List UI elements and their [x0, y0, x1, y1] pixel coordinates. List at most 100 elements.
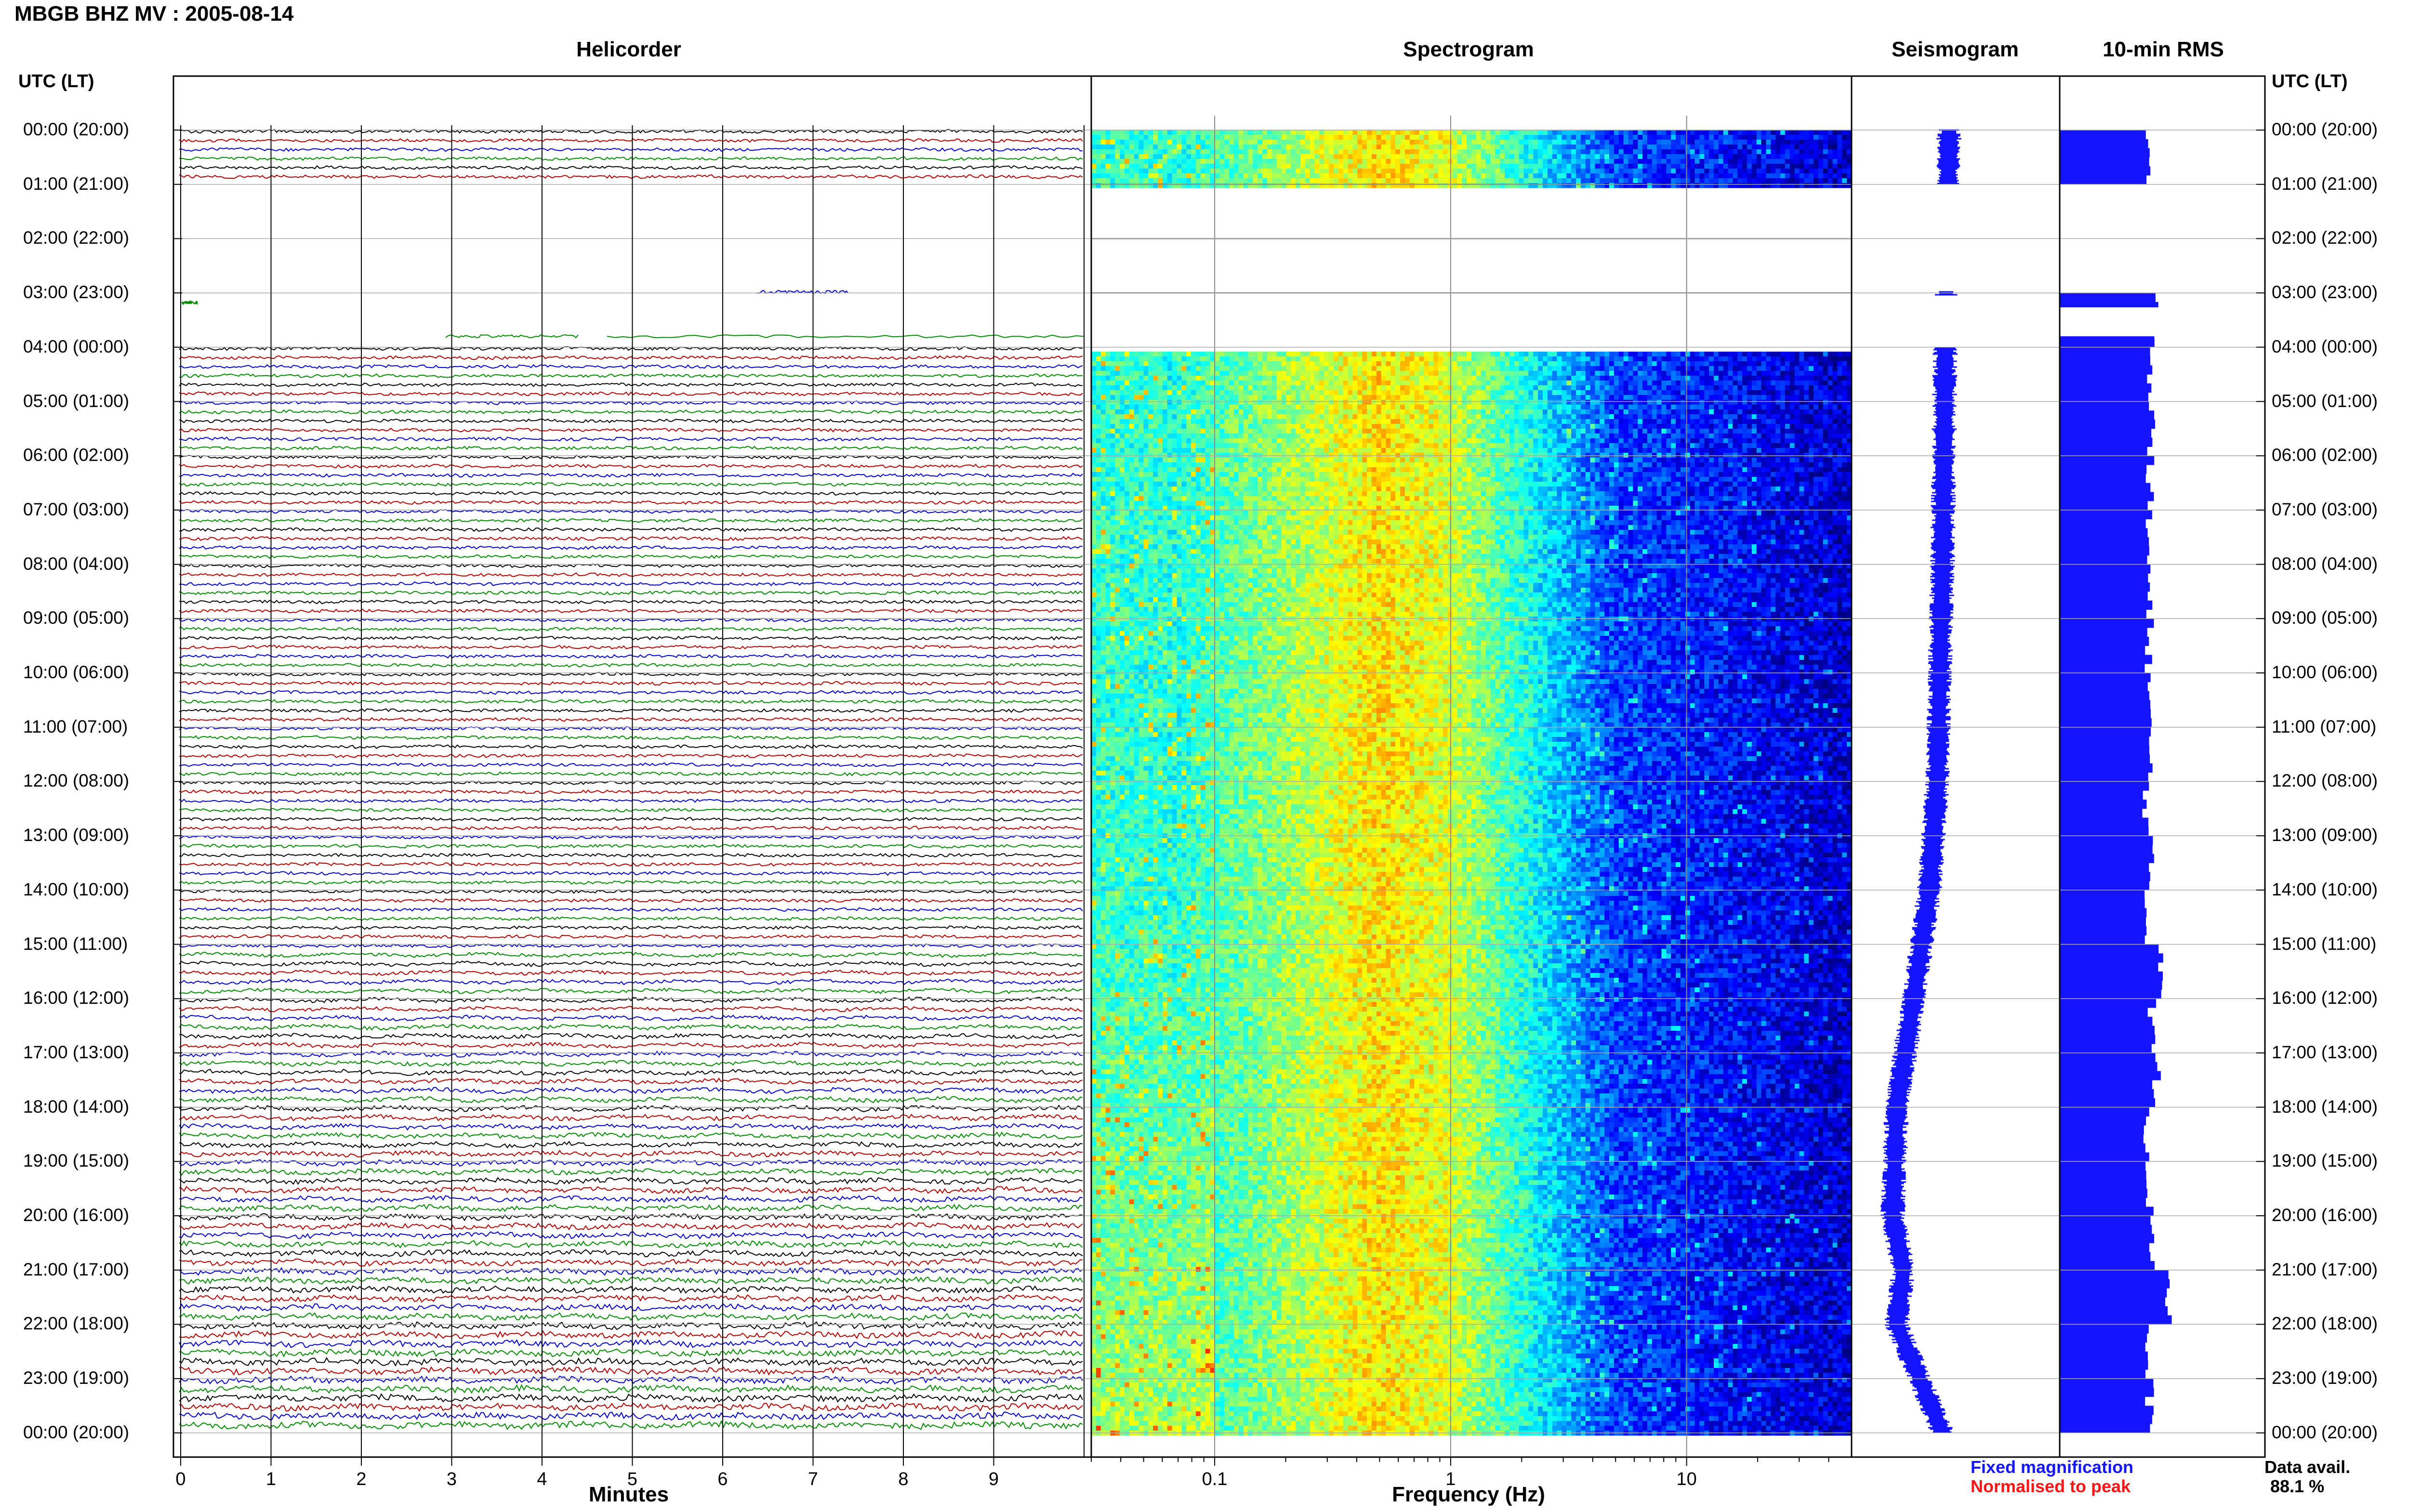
- time-label-right: 06:00 (02:00): [2272, 445, 2378, 465]
- time-label-left: 00:00 (20:00): [23, 119, 129, 140]
- rms-bar: [2060, 393, 2148, 402]
- rms-bar: [2060, 899, 2145, 908]
- rms-bar: [2060, 1225, 2152, 1234]
- rms-bar: [2060, 1089, 2154, 1098]
- rms-bar: [2060, 1352, 2148, 1361]
- spectrogram-layer: [1091, 130, 1852, 1436]
- spectrogram-xlabel: Frequency (Hz): [1392, 1483, 1545, 1507]
- rms-bar: [2060, 1342, 2145, 1352]
- time-label-right: 08:00 (04:00): [2272, 554, 2378, 574]
- rms-bar: [2060, 863, 2149, 872]
- rms-bar: [2060, 1098, 2155, 1107]
- time-label-left: 20:00 (16:00): [23, 1205, 129, 1225]
- rms-bar: [2060, 402, 2149, 411]
- rms-bar: [2060, 628, 2147, 637]
- time-label-right: 22:00 (18:00): [2272, 1314, 2378, 1334]
- minute-tick-label: 7: [808, 1469, 818, 1489]
- rms-bar: [2060, 429, 2151, 438]
- rms-bar: [2060, 420, 2155, 429]
- rms-bar: [2060, 935, 2145, 945]
- time-label-left: 01:00 (21:00): [23, 174, 129, 194]
- rms-bar: [2060, 1197, 2146, 1207]
- time-label-left: 17:00 (13:00): [23, 1042, 129, 1063]
- rms-bar: [2060, 374, 2147, 383]
- time-label-right: 04:00 (00:00): [2272, 337, 2378, 357]
- rms-bar: [2060, 139, 2148, 148]
- rms-bar: [2060, 1116, 2146, 1125]
- rms-bar: [2060, 646, 2145, 655]
- fixed-magnification-note: Fixed magnification: [1971, 1457, 2133, 1477]
- rms-bar: [2060, 700, 2150, 709]
- rms-bar: [2060, 1415, 2152, 1424]
- rms-bar: [2060, 836, 2153, 845]
- rms-bar: [2060, 754, 2150, 763]
- rms-bar: [2060, 682, 2148, 691]
- rms-bar: [2060, 592, 2148, 601]
- time-label-right: 09:00 (05:00): [2272, 608, 2378, 628]
- rms-bar: [2060, 1071, 2161, 1080]
- rms-bar: [2060, 483, 2150, 492]
- rms-bar: [2060, 356, 2150, 366]
- rms-bar: [2060, 582, 2150, 592]
- rms-bar: [2060, 338, 2155, 347]
- rms-bar: [2060, 1406, 2154, 1415]
- rms-bar: [2060, 908, 2146, 917]
- time-label-left: 11:00 (07:00): [23, 717, 128, 737]
- time-label-right: 15:00 (11:00): [2272, 934, 2376, 954]
- rms-bar: [2060, 492, 2154, 501]
- rms-bar: [2060, 691, 2149, 700]
- rms-bar: [2060, 800, 2147, 809]
- rms-bar: [2060, 827, 2149, 836]
- time-label-right: 07:00 (03:00): [2272, 500, 2378, 520]
- time-label-right: 13:00 (09:00): [2272, 825, 2378, 845]
- time-label-right: 14:00 (10:00): [2272, 880, 2378, 900]
- rms-bar: [2060, 872, 2150, 881]
- time-label-right: 05:00 (01:00): [2272, 391, 2378, 411]
- time-label-left: 18:00 (14:00): [23, 1097, 129, 1117]
- rms-bar: [2060, 790, 2143, 800]
- time-label-right: 17:00 (13:00): [2272, 1042, 2378, 1063]
- time-label-left: 22:00 (18:00): [23, 1314, 129, 1334]
- rms-bar: [2060, 727, 2151, 736]
- rms-bar: [2060, 148, 2150, 158]
- time-label-right: 11:00 (07:00): [2272, 717, 2376, 737]
- rms-bar: [2060, 546, 2149, 555]
- rms-bar: [2060, 365, 2152, 374]
- seismogram-layer: [1880, 130, 1961, 1432]
- rms-bar: [2060, 1107, 2149, 1117]
- rms-bar: [2060, 1207, 2154, 1216]
- rms-bar: [2060, 447, 2147, 456]
- rms-bar: [2060, 999, 2156, 1008]
- rms-bar: [2060, 1261, 2155, 1270]
- rms-bar: [2060, 1297, 2165, 1306]
- frequency-tick-label: 10: [1677, 1469, 1697, 1489]
- seismogram-frame: [1852, 76, 2060, 1457]
- time-label-left: 16:00 (12:00): [23, 988, 129, 1008]
- rms-bar: [2060, 1053, 2156, 1062]
- rms-bar: [2060, 1062, 2158, 1071]
- rms-bar: [2060, 845, 2153, 854]
- rms-bar: [2060, 926, 2146, 935]
- rms-bar: [2060, 1279, 2170, 1288]
- time-label-left: 13:00 (09:00): [23, 825, 129, 845]
- rms-bar: [2060, 1216, 2151, 1225]
- time-label-left: 07:00 (03:00): [23, 500, 129, 520]
- minute-tick-label: 9: [989, 1469, 999, 1489]
- rms-bar: [2060, 773, 2148, 782]
- rms-bar: [2060, 618, 2154, 628]
- rms-bar: [2060, 175, 2146, 184]
- time-label-left: 12:00 (08:00): [23, 771, 129, 791]
- time-label-right: 19:00 (15:00): [2272, 1151, 2378, 1171]
- time-label-right: 00:00 (20:00): [2272, 119, 2378, 140]
- rms-bar: [2060, 890, 2144, 899]
- rms-bar: [2060, 166, 2150, 175]
- minute-tick-label: 4: [537, 1469, 547, 1489]
- rms-bar: [2060, 637, 2149, 646]
- rms-bar: [2060, 1080, 2152, 1089]
- time-label-left: 05:00 (01:00): [23, 391, 129, 411]
- rms-bar: [2060, 655, 2152, 664]
- rms-bar: [2060, 537, 2149, 546]
- rms-bar: [2060, 1333, 2147, 1342]
- rms-bar: [2060, 456, 2154, 465]
